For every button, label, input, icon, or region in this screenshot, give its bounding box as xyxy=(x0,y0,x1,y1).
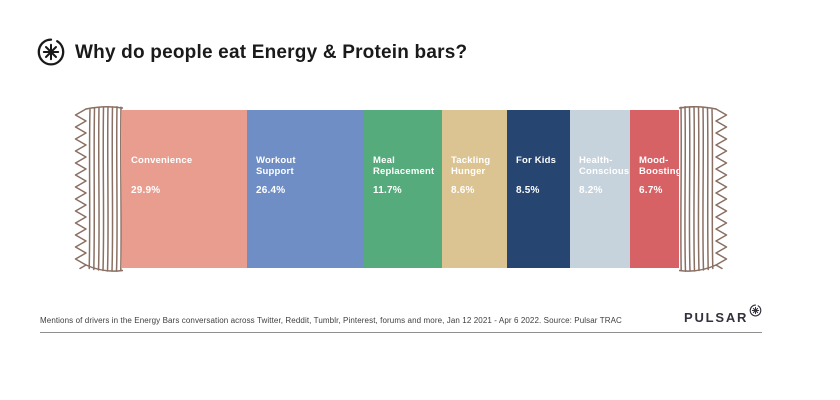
pulsar-wordmark: PULSAR xyxy=(684,310,749,325)
pulsar-asterisk-icon xyxy=(37,38,65,66)
pulsar-logo: PULSAR xyxy=(684,304,762,328)
wrapper-crimp-left xyxy=(73,104,123,274)
segment-value: 11.7% xyxy=(373,185,402,196)
segment-label: Convenience xyxy=(131,155,193,166)
bar-segment-meal-replacement: Meal Replacement 11.7% xyxy=(364,110,442,268)
bar-segment-convenience: Convenience 29.9% xyxy=(122,110,247,268)
bar-segment-for-kids: For Kids 8.5% xyxy=(507,110,570,268)
energy-bar-chart: Convenience 29.9% Workout Support 26.4% Meal… xyxy=(73,104,728,274)
segment-label: Mood-Boosting xyxy=(639,155,682,177)
bar-segment-workout-support: Workout Support 26.4% xyxy=(247,110,364,268)
segment-label: Meal Replacement xyxy=(373,155,435,177)
segment-value: 8.2% xyxy=(579,185,603,196)
bar-segment-health-conscious: Health-Conscious 8.2% xyxy=(570,110,630,268)
wrapper-crimp-drawing xyxy=(679,106,728,272)
wrapper-crimp-right xyxy=(679,104,729,274)
wrapper-crimp-drawing xyxy=(74,106,123,272)
bar-segments: Convenience 29.9% Workout Support 26.4% Meal… xyxy=(122,110,682,268)
segment-value: 6.7% xyxy=(639,185,663,196)
page-title: Why do people eat Energy & Protein bars? xyxy=(75,42,468,63)
segment-label: Workout Support xyxy=(256,155,296,177)
segment-value: 29.9% xyxy=(131,185,161,196)
segment-value: 8.6% xyxy=(451,185,475,196)
segment-value: 26.4% xyxy=(256,185,286,196)
footer-divider xyxy=(40,332,762,333)
bar-segment-tackling-hunger: Tackling Hunger 8.6% xyxy=(442,110,507,268)
segment-value: 8.5% xyxy=(516,185,540,196)
source-caption: Mentions of drivers in the Energy Bars c… xyxy=(40,316,622,325)
segment-label: Tackling Hunger xyxy=(451,155,491,177)
segment-label: Health-Conscious xyxy=(579,155,630,177)
bar-segment-mood-boosting: Mood-Boosting 6.7% xyxy=(630,110,682,268)
asterisk-circle-icon xyxy=(749,304,762,317)
segment-label: For Kids xyxy=(516,155,557,166)
